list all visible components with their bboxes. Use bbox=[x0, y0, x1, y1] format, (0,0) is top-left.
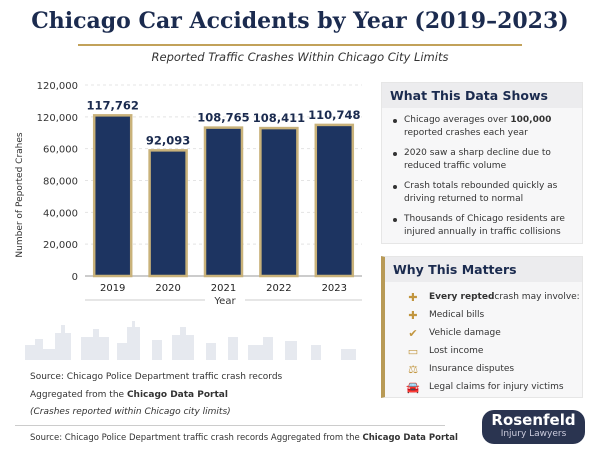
panel-title: Why This Matters bbox=[385, 257, 582, 282]
data-label: 108,765 bbox=[197, 111, 249, 125]
y-axis-label: Number of Peported Crahes bbox=[15, 132, 25, 257]
medical-kit-icon: ✚ bbox=[408, 308, 418, 322]
page-subtitle: Reported Traffic Crashes Within Chicago … bbox=[151, 50, 449, 64]
title-divider bbox=[78, 44, 522, 46]
page-title: Chicago Car Accidents by Year (2019–2023… bbox=[31, 8, 569, 34]
list-item: Crash totals rebounded quickly as drivin… bbox=[392, 180, 574, 206]
note-line: (Crashes reported within Chicago city li… bbox=[30, 407, 231, 417]
bar-2021 bbox=[203, 126, 244, 278]
x-tick-label: 2022 bbox=[266, 283, 291, 294]
y-tick-label: 20,000 bbox=[43, 240, 78, 251]
scales-icon: ⚖ bbox=[408, 362, 418, 376]
aggregated-line: Aggregated from the Chicago Data Portal bbox=[30, 390, 228, 400]
bar-2022 bbox=[259, 126, 299, 278]
data-label: 108,411 bbox=[253, 111, 305, 125]
panel-title: What This Data Shows bbox=[382, 83, 582, 108]
item-label: Insurance disputes bbox=[429, 364, 515, 374]
list-item: ✚ Every repted crash may involve: bbox=[385, 288, 582, 306]
car-icon: 🚘 bbox=[406, 380, 420, 394]
item-label: Lost income bbox=[429, 346, 484, 356]
list-item: 2020 saw a sharp decline due to reduced … bbox=[392, 147, 574, 173]
why-this-matters-panel: Why This Matters ✚ Every repted crash may… bbox=[381, 256, 583, 398]
y-tick-label: 0 bbox=[72, 272, 78, 283]
x-tick-label: 2019 bbox=[100, 283, 125, 294]
what-data-shows-panel: What This Data Shows Chicago averages ov… bbox=[381, 82, 583, 244]
list-item: ⚖ Insurance disputes bbox=[385, 360, 582, 378]
check-icon: ✔ bbox=[408, 326, 418, 340]
bar-2023 bbox=[314, 123, 355, 278]
item-label: Legal claims for injury victims bbox=[429, 382, 564, 392]
x-tick-label: 2020 bbox=[155, 283, 180, 294]
bar-2020 bbox=[148, 149, 188, 278]
bar-2019 bbox=[92, 114, 133, 278]
rosenfeld-logo[interactable]: Rosenfeld Injury Lawyers bbox=[482, 410, 585, 444]
x-tick-label: 2021 bbox=[211, 283, 236, 294]
item-label: Vehicle damage bbox=[429, 328, 501, 338]
y-tick-label: 120,000 bbox=[37, 81, 78, 92]
x-tick-label: 2023 bbox=[322, 283, 347, 294]
list-item: ✚ Medical bills bbox=[385, 306, 582, 324]
footer-source: Source: Chicago Police Department traffi… bbox=[30, 433, 458, 443]
footer-divider bbox=[15, 425, 445, 426]
city-skyline-image bbox=[25, 321, 356, 360]
list-item: ▭ Lost income bbox=[385, 342, 582, 360]
data-label: 92,093 bbox=[146, 133, 190, 147]
y-tick-label: 60,000 bbox=[43, 145, 78, 156]
briefcase-icon: ▭ bbox=[407, 344, 419, 358]
list-item: ✔ Vehicle damage bbox=[385, 324, 582, 342]
list-item: 🚘 Legal claims for injury victims bbox=[385, 378, 582, 396]
first-aid-kit-icon: ✚ bbox=[408, 290, 418, 304]
y-tick-label: 80,000 bbox=[43, 177, 78, 188]
source-line: Source: Chicago Police Department traffi… bbox=[30, 372, 283, 382]
data-label: 117,762 bbox=[87, 98, 139, 112]
y-tick-label: 120,000 bbox=[37, 113, 78, 124]
data-label: 110,748 bbox=[308, 108, 360, 122]
list-item: Chicago averages over 100,000 reported c… bbox=[392, 114, 574, 140]
list-item: Thousands of Chicago residents are injur… bbox=[392, 213, 574, 239]
y-tick-label: 40,000 bbox=[43, 208, 78, 219]
x-axis-label: Year bbox=[213, 296, 236, 307]
bar-chart: 0 20,000 40,000 80,000 60,000 120,000 120,000 1… bbox=[15, 81, 362, 307]
item-label: Medical bills bbox=[429, 310, 485, 320]
